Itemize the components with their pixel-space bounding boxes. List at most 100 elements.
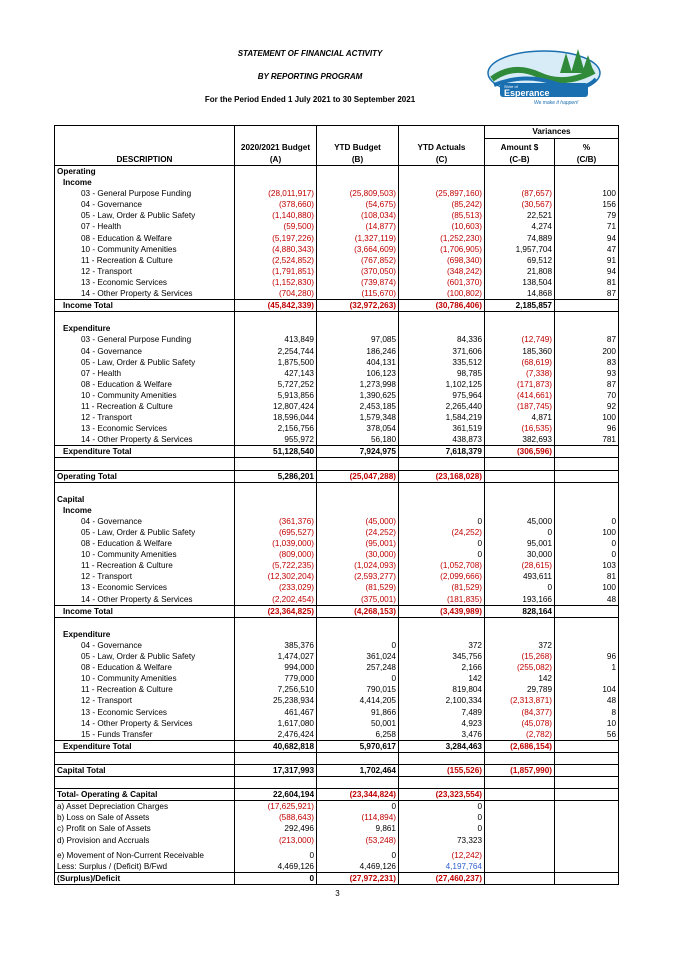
table-total-row: (Surplus)/Deficit 0 (27,972,231) (27,460,23… bbox=[54, 871, 619, 885]
row-value bbox=[398, 628, 485, 640]
row-value: 0 bbox=[316, 673, 399, 685]
table-row: d) Provision and Accruals (213,000) (53,24… bbox=[54, 834, 619, 846]
table-row: 10 - Community Amenities 779,000 0 142 142 bbox=[54, 673, 619, 685]
table-row: e) Movement of Non-Current Receivable 0 0(… bbox=[54, 849, 619, 861]
table-row: 05 - Law, Order & Public Safety (695,527)… bbox=[54, 527, 619, 539]
row-value: 17,317,993 bbox=[234, 763, 317, 778]
row-description: 11 - Recreation & Culture bbox=[54, 684, 235, 696]
row-description: 13 - Economic Services bbox=[54, 582, 235, 594]
row-value: 975,964 bbox=[398, 389, 485, 401]
row-value: 0 bbox=[398, 549, 485, 561]
table-row: 05 - Law, Order & Public Safety (1,140,88… bbox=[54, 210, 619, 222]
table-row: 07 - Health (59,500) (14,877) (10,603) 4,274… bbox=[54, 221, 619, 233]
row-value bbox=[234, 776, 317, 789]
row-value: 5,286,201 bbox=[234, 469, 317, 483]
row-value: 56 bbox=[554, 728, 619, 741]
row-value: 2,100,334 bbox=[398, 695, 485, 707]
row-description: 10 - Community Amenities bbox=[54, 673, 235, 685]
row-value: 100 bbox=[554, 527, 619, 539]
row-value: 47 bbox=[554, 243, 619, 255]
row-description: Operating Total bbox=[54, 469, 235, 483]
row-value: (17,625,921) bbox=[234, 800, 317, 813]
column-subheader-row: DESCRIPTION (A) (B) (C) (C-B) (C/B) bbox=[54, 153, 619, 166]
row-value: (100,802) bbox=[398, 288, 485, 300]
row-value: 2,476,424 bbox=[234, 728, 317, 741]
row-value: 493,611 bbox=[484, 571, 555, 583]
row-value: 1,390,625 bbox=[316, 389, 399, 401]
row-value bbox=[316, 323, 399, 335]
row-value: (84,377) bbox=[484, 706, 555, 718]
row-description: d) Provision and Accruals bbox=[54, 834, 235, 846]
row-value: 372 bbox=[484, 639, 555, 652]
row-description: Expenditure bbox=[54, 628, 235, 640]
row-description: 10 - Community Amenities bbox=[54, 549, 235, 561]
row-value: 156 bbox=[554, 199, 619, 211]
row-value: 0 bbox=[398, 812, 485, 824]
row-value bbox=[316, 504, 399, 516]
table-total-row: Expenditure bbox=[54, 628, 619, 640]
column-subheader: DESCRIPTION bbox=[54, 153, 235, 166]
row-value: 1,102,125 bbox=[398, 378, 485, 390]
row-value: 0 bbox=[398, 800, 485, 813]
row-value bbox=[554, 628, 619, 640]
row-value: (81,529) bbox=[316, 582, 399, 594]
row-description: 13 - Economic Services bbox=[54, 276, 235, 289]
table-row: 04 - Governance (378,660) (54,675) (85,242)… bbox=[54, 199, 619, 211]
row-description: (Surplus)/Deficit bbox=[54, 871, 235, 885]
row-description bbox=[54, 311, 235, 324]
row-value: 0 bbox=[234, 871, 317, 885]
table-row: 11 - Recreation & Culture 7,256,510 790,01… bbox=[54, 684, 619, 696]
row-value: (2,099,666) bbox=[398, 571, 485, 583]
row-value: (7,338) bbox=[484, 367, 555, 379]
table-row bbox=[54, 752, 619, 765]
row-description: 11 - Recreation & Culture bbox=[54, 400, 235, 413]
row-value: 18,596,044 bbox=[234, 412, 317, 424]
row-value: 142 bbox=[398, 673, 485, 685]
table-row: 08 - Education & Welfare (1,039,000) (95,0… bbox=[54, 538, 619, 550]
row-value bbox=[554, 834, 619, 846]
row-description: 10 - Community Amenities bbox=[54, 243, 235, 255]
row-value: 87 bbox=[554, 378, 619, 390]
row-value: (255,082) bbox=[484, 662, 555, 674]
row-value bbox=[234, 165, 317, 178]
row-value: 2,185,857 bbox=[484, 299, 555, 313]
row-description: 12 - Transport bbox=[54, 412, 235, 424]
row-value: (378,660) bbox=[234, 199, 317, 211]
row-value: (115,670) bbox=[316, 288, 399, 300]
table-total-row: Expenditure bbox=[54, 323, 619, 335]
row-value bbox=[316, 482, 399, 494]
svg-text:We make it happen!: We make it happen! bbox=[534, 100, 579, 106]
row-value: (24,252) bbox=[316, 527, 399, 539]
row-value: 200 bbox=[554, 345, 619, 357]
table-row bbox=[54, 457, 619, 471]
row-value: 74,889 bbox=[484, 232, 555, 244]
row-value bbox=[484, 504, 555, 516]
row-value: 5,970,617 bbox=[316, 739, 399, 753]
row-description bbox=[54, 617, 235, 629]
row-value: 0 bbox=[554, 515, 619, 527]
row-value bbox=[398, 323, 485, 335]
table-row: 08 - Education & Welfare (5,197,226) (1,32… bbox=[54, 232, 619, 244]
row-value bbox=[398, 776, 485, 789]
row-value bbox=[554, 457, 619, 471]
row-value: 335,512 bbox=[398, 356, 485, 368]
table-total-row: Income bbox=[54, 504, 619, 516]
table-total-row: Capital bbox=[54, 493, 619, 505]
row-value: 104 bbox=[554, 684, 619, 696]
row-value: 1,617,080 bbox=[234, 717, 317, 729]
table-total-row: Operating Total 5,286,201 (25,047,288) (23,… bbox=[54, 469, 619, 483]
row-value: 1,702,464 bbox=[316, 763, 399, 778]
row-value: 4,197,764 bbox=[398, 860, 485, 873]
table-total-row: Expenditure Total 51,128,540 7,924,975 7,61… bbox=[54, 445, 619, 459]
column-subheader: (C-B) bbox=[484, 153, 555, 166]
row-description: 04 - Governance bbox=[54, 515, 235, 527]
row-value: 404,131 bbox=[316, 356, 399, 368]
row-value: (370,050) bbox=[316, 265, 399, 277]
table-row: 10 - Community Amenities (809,000) (30,000… bbox=[54, 549, 619, 561]
column-subheader: (C) bbox=[398, 153, 485, 166]
table-total-row: Income bbox=[54, 177, 619, 189]
row-value: 100 bbox=[554, 582, 619, 594]
row-value: (375,001) bbox=[316, 593, 399, 606]
row-value: (739,874) bbox=[316, 276, 399, 289]
row-value: (10,603) bbox=[398, 221, 485, 233]
